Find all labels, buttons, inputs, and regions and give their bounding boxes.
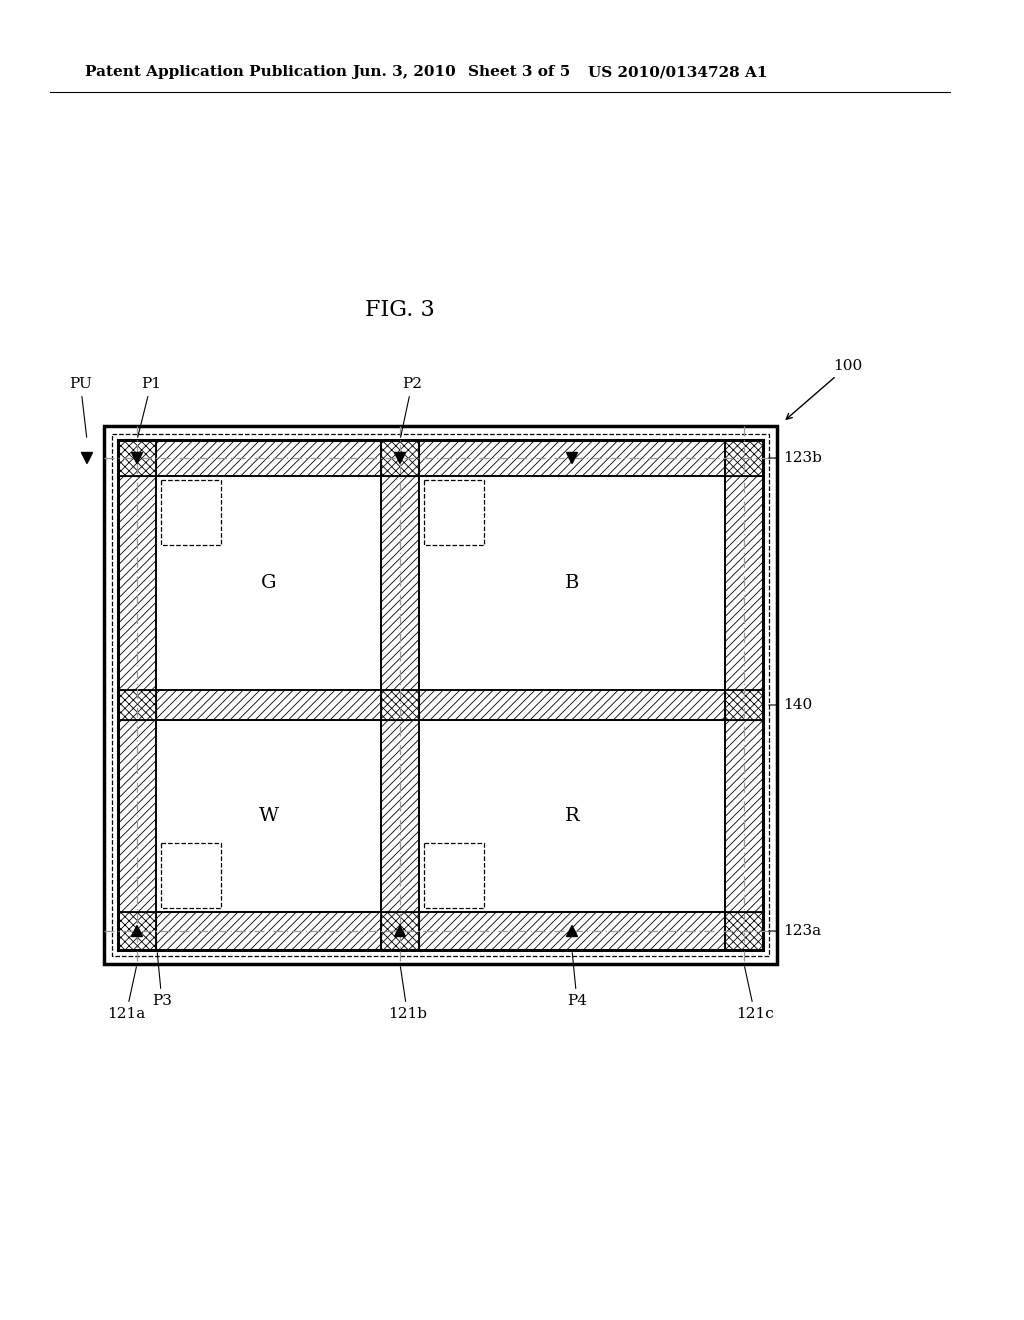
Text: B: B bbox=[565, 574, 580, 591]
Text: Sheet 3 of 5: Sheet 3 of 5 bbox=[468, 65, 570, 79]
Bar bbox=[118, 912, 156, 950]
Text: 140: 140 bbox=[783, 698, 812, 711]
Text: R: R bbox=[564, 807, 580, 825]
Bar bbox=[381, 440, 419, 950]
Text: P1: P1 bbox=[137, 378, 161, 437]
Text: W: W bbox=[258, 807, 279, 825]
Bar bbox=[424, 480, 484, 545]
Bar bbox=[104, 426, 777, 964]
Text: US 2010/0134728 A1: US 2010/0134728 A1 bbox=[588, 65, 768, 79]
Bar bbox=[381, 912, 419, 950]
Text: FIG. 3: FIG. 3 bbox=[366, 300, 435, 321]
Bar bbox=[381, 440, 419, 477]
Polygon shape bbox=[394, 925, 406, 936]
Polygon shape bbox=[82, 453, 92, 463]
Bar bbox=[161, 843, 221, 908]
Bar bbox=[161, 480, 221, 545]
Text: P4: P4 bbox=[567, 953, 587, 1008]
Text: 121c: 121c bbox=[736, 966, 774, 1020]
Bar bbox=[118, 440, 763, 477]
Polygon shape bbox=[131, 925, 142, 936]
Bar bbox=[118, 440, 156, 477]
Text: G: G bbox=[261, 574, 276, 591]
Polygon shape bbox=[566, 925, 578, 936]
Bar bbox=[112, 434, 769, 956]
Polygon shape bbox=[394, 453, 406, 463]
Bar bbox=[725, 440, 763, 477]
Text: Patent Application Publication: Patent Application Publication bbox=[85, 65, 347, 79]
Bar bbox=[725, 690, 763, 719]
Polygon shape bbox=[131, 453, 142, 463]
Text: 121b: 121b bbox=[388, 966, 427, 1020]
Text: 100: 100 bbox=[786, 359, 862, 420]
Bar bbox=[725, 440, 763, 950]
Text: 121a: 121a bbox=[106, 966, 145, 1020]
Polygon shape bbox=[566, 453, 578, 463]
Bar bbox=[424, 843, 484, 908]
Text: 123a: 123a bbox=[783, 924, 821, 939]
Bar bbox=[725, 912, 763, 950]
Text: P3: P3 bbox=[152, 953, 172, 1008]
Bar bbox=[118, 440, 156, 950]
Text: 123b: 123b bbox=[783, 451, 822, 465]
Bar bbox=[118, 690, 763, 719]
Text: Jun. 3, 2010: Jun. 3, 2010 bbox=[352, 65, 456, 79]
Text: PU: PU bbox=[69, 378, 92, 437]
Text: P2: P2 bbox=[400, 378, 422, 437]
Bar bbox=[381, 690, 419, 719]
Bar bbox=[118, 690, 156, 719]
Bar bbox=[118, 912, 763, 950]
